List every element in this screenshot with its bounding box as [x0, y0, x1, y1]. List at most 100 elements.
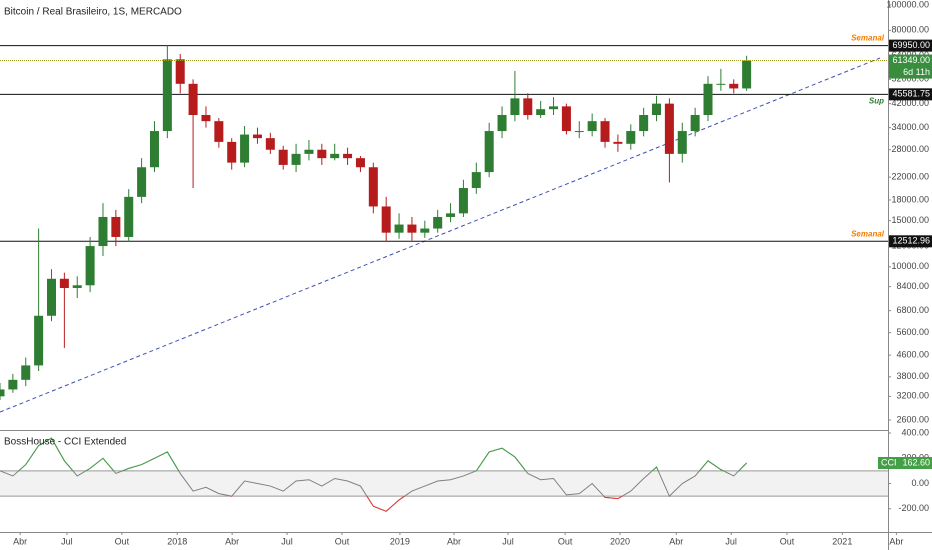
candle-body: [561, 106, 571, 132]
y-tick-label: 6800.00: [896, 305, 929, 315]
candle-body: [21, 365, 31, 380]
candle-body: [8, 379, 18, 390]
level-label: 45581.75: [892, 89, 930, 99]
candle-body: [639, 115, 649, 132]
cci-line-over: [0, 437, 747, 471]
candle-body: [510, 98, 520, 116]
level-label-box: [889, 235, 932, 248]
candle-body: [626, 131, 636, 144]
cci-tick-label: 400.00: [901, 427, 929, 437]
cci-name: CCI: [881, 457, 897, 467]
x-tick-label: Out: [558, 536, 573, 546]
x-tick-label: Jul: [281, 536, 293, 546]
candle-body: [497, 115, 507, 132]
y-tick-label: 42000.00: [891, 98, 929, 108]
candle-body: [433, 216, 443, 229]
candle-body: [304, 149, 314, 154]
candle-body: [162, 59, 172, 132]
y-tick-label: 34000.00: [891, 122, 929, 132]
candle-body: [72, 285, 82, 288]
candle-body: [703, 83, 713, 116]
y-tick-label: 8400.00: [896, 281, 929, 291]
candle-body: [188, 83, 198, 116]
candle-body: [742, 60, 752, 89]
level-label-box: [889, 88, 932, 101]
candle-body: [549, 106, 559, 110]
level-note: Sup: [869, 96, 884, 105]
y-tick-label: 10000.00: [891, 261, 929, 271]
candle-body: [252, 134, 262, 139]
candle-body: [394, 224, 404, 233]
x-tick-label: Abr: [889, 536, 903, 546]
candle-body: [111, 216, 121, 237]
candle-body: [355, 158, 365, 168]
chart-title: Bitcoin / Real Brasileiro, 1S, MERCADO: [4, 7, 182, 18]
candle-body: [330, 153, 340, 159]
y-tick-label: 22000.00: [891, 172, 929, 182]
cci-value: 162.60: [902, 457, 930, 467]
level-label: 69950.00: [892, 40, 930, 50]
candle-body: [0, 389, 5, 397]
candle-body: [46, 278, 56, 316]
candle-body: [484, 131, 494, 173]
candle-body: [458, 187, 468, 214]
candle-body: [574, 131, 584, 133]
x-tick-label: 2021: [832, 536, 852, 546]
y-tick-label: 18000.00: [891, 194, 929, 204]
y-tick-label: 3800.00: [896, 371, 929, 381]
candle-body: [317, 149, 327, 159]
indicator-title: BossHouse - CCI Extended: [4, 437, 126, 448]
y-tick-label: 80000.00: [891, 25, 929, 35]
cci-band: [0, 470, 888, 497]
candle-body: [265, 138, 275, 150]
candle-body: [59, 278, 69, 288]
y-tick-label: 100000.00: [886, 0, 929, 9]
level-label: 12512.96: [892, 236, 930, 246]
cci-value-box: [878, 456, 932, 469]
candle-body: [523, 98, 533, 116]
candle-body: [201, 115, 211, 122]
x-tick-label: Jul: [61, 536, 73, 546]
x-tick-label: Out: [115, 536, 130, 546]
candle-body: [343, 153, 353, 159]
candle-body: [85, 246, 95, 286]
x-tick-label: Jul: [725, 536, 737, 546]
x-tick-label: Abr: [447, 536, 461, 546]
level-label-box: [889, 39, 932, 52]
candle-body: [227, 141, 237, 163]
cci-line-under: [229, 496, 671, 512]
candle-body: [664, 103, 674, 154]
candle-body: [652, 103, 662, 116]
x-tick-label: Abr: [669, 536, 683, 546]
candle-body: [175, 59, 185, 84]
candle-body: [613, 141, 623, 144]
y-tick-label: 28000.00: [891, 144, 929, 154]
x-tick-label: 2020: [610, 536, 630, 546]
x-tick-label: Abr: [225, 536, 239, 546]
candle-body: [716, 83, 726, 85]
candle-body: [368, 167, 378, 207]
candle-body: [677, 131, 687, 154]
candle-body: [149, 131, 159, 168]
candle-body: [137, 167, 147, 197]
x-tick-label: 2019: [390, 536, 410, 546]
y-tick-label: 15000.00: [891, 215, 929, 225]
x-tick-label: Out: [335, 536, 350, 546]
last-price-label: 61349.00: [892, 55, 930, 65]
y-tick-label: 52000.00: [891, 74, 929, 84]
y-tick-label: 2600.00: [896, 414, 929, 424]
candle-body: [446, 213, 456, 217]
x-tick-label: Abr: [13, 536, 27, 546]
candle-body: [214, 121, 224, 142]
candle-body: [600, 121, 610, 142]
candle-body: [690, 115, 700, 132]
candle-body: [291, 153, 301, 165]
candle-body: [98, 216, 108, 247]
countdown-label: 6d 11h: [903, 67, 930, 77]
x-tick-label: 2018: [167, 536, 187, 546]
candle-body: [536, 109, 546, 116]
price-panel: Semanal Sup Semanal: [0, 34, 888, 512]
candle-body: [729, 83, 739, 89]
candle-body: [278, 149, 288, 165]
